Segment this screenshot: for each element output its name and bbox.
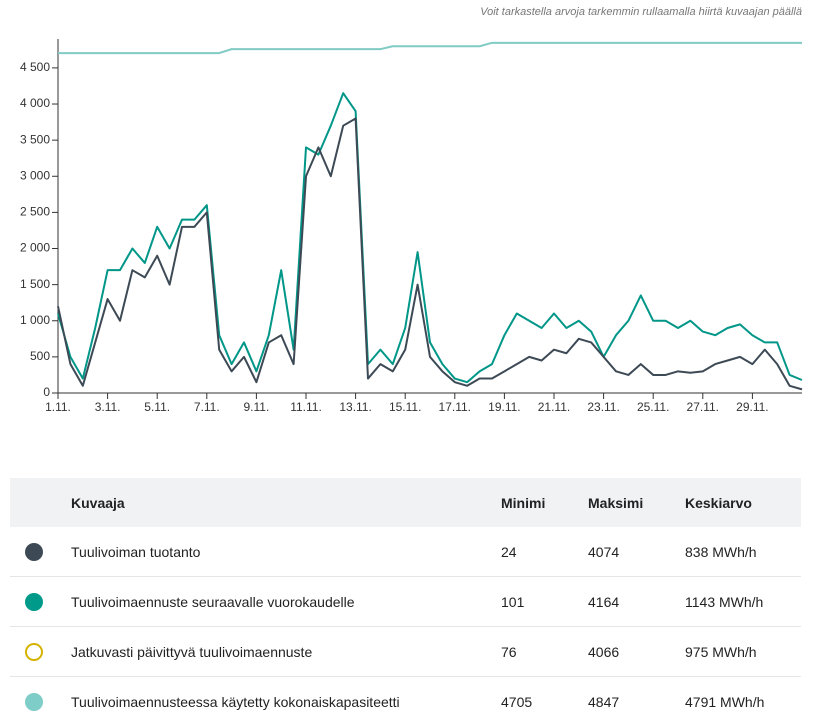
header-cell: Minimi: [500, 478, 587, 527]
table-row: Tuulivoiman tuotanto 24 4074 838 MWh/h: [10, 527, 801, 577]
table-cell: 4847: [587, 676, 684, 723]
legend-marker: [25, 542, 43, 561]
x-tick-label: 23.11.: [587, 400, 619, 414]
series-line: [57, 92, 803, 384]
header-cell: Kuvaaja: [70, 478, 500, 527]
table-cell: 76: [500, 626, 587, 677]
x-tick-label: 27.11.: [687, 400, 719, 414]
y-tick-label: 1 000: [20, 313, 50, 327]
table-cell: Tuulivoimaennusteessa käytetty kokonaisk…: [70, 676, 500, 723]
x-tick-label: 5.11.: [144, 400, 170, 414]
table-cell: 101: [500, 576, 587, 627]
y-tick-label: 2 000: [20, 241, 50, 255]
table-cell: 1143 MWh/h: [684, 576, 801, 627]
table-cell: 4066: [587, 626, 684, 677]
x-tick-label: 15.11.: [389, 400, 421, 414]
x-tick-label: 21.11.: [538, 400, 570, 414]
table-cell: Jatkuvasti päivittyvä tuulivoimaennuste: [70, 626, 500, 677]
table-header: Kuvaaja Minimi Maksimi Keskiarvo: [10, 478, 801, 527]
legend-marker: [25, 692, 43, 711]
table-cell: Tuulivoiman tuotanto: [70, 527, 500, 577]
legend-marker: [25, 642, 43, 661]
legend-marker: [25, 592, 43, 611]
series-line: [57, 117, 803, 391]
table-cell: 4164: [587, 576, 684, 627]
y-tick-label: 500: [30, 349, 50, 363]
y-tick-label: 1 500: [20, 277, 50, 291]
header-cell: Maksimi: [587, 478, 684, 527]
header-cell: [10, 478, 70, 527]
y-tick-label: 4 500: [20, 60, 50, 74]
x-tick-label: 3.11.: [95, 400, 121, 414]
marker-cell: [10, 676, 70, 723]
table-cell: 4705: [500, 676, 587, 723]
table-cell: 4791 MWh/h: [684, 676, 801, 723]
table-row: Tuulivoimaennusteessa käytetty kokonaisk…: [10, 676, 801, 723]
summary-table: Kuvaaja Minimi Maksimi Keskiarvo Tuulivoiman…: [10, 478, 801, 723]
series-line: [58, 41, 802, 55]
table-cell: 4074: [587, 527, 684, 577]
table-cell: Tuulivoimaennuste seuraavalle vuorokaude…: [70, 576, 500, 627]
x-tick-label: 11.11.: [290, 400, 322, 414]
x-tick-label: 25.11.: [637, 400, 669, 414]
marker-cell: [10, 626, 70, 677]
hint: Voit tarkastella arvoja tarkemmin rullaa…: [480, 6, 802, 18]
x-tick-label: 13.11.: [339, 400, 371, 414]
chart: 0 500 1 000 1 500 2 000 2 500 3 000 3 500 4 000 4…: [20, 39, 803, 414]
x-tick-label: 7.11.: [194, 400, 220, 414]
table-row: Tuulivoimaennuste seuraavalle vuorokaude…: [10, 576, 801, 627]
y-tick-label: 0: [43, 385, 50, 399]
y-tick-label: 4 000: [20, 96, 50, 110]
table-row: Jatkuvasti päivittyvä tuulivoimaennuste 7…: [10, 626, 801, 677]
x-tick-label: 1.11.: [45, 400, 71, 414]
x-tick-label: 29.11.: [736, 400, 768, 414]
x-tick-label: 9.11.: [243, 400, 269, 414]
y-tick-label: 3 000: [20, 168, 50, 182]
table-cell: 975 MWh/h: [684, 626, 801, 677]
header-cell: Keskiarvo: [684, 478, 801, 527]
y-tick-label: 3 500: [20, 132, 50, 146]
x-tick-label: 19.11.: [488, 400, 520, 414]
marker-cell: [10, 527, 70, 577]
table-cell: 24: [500, 527, 587, 577]
y-tick-label: 2 500: [20, 205, 50, 219]
marker-cell: [10, 576, 70, 627]
x-tick-label: 17.11.: [439, 400, 471, 414]
table-cell: 838 MWh/h: [684, 527, 801, 577]
